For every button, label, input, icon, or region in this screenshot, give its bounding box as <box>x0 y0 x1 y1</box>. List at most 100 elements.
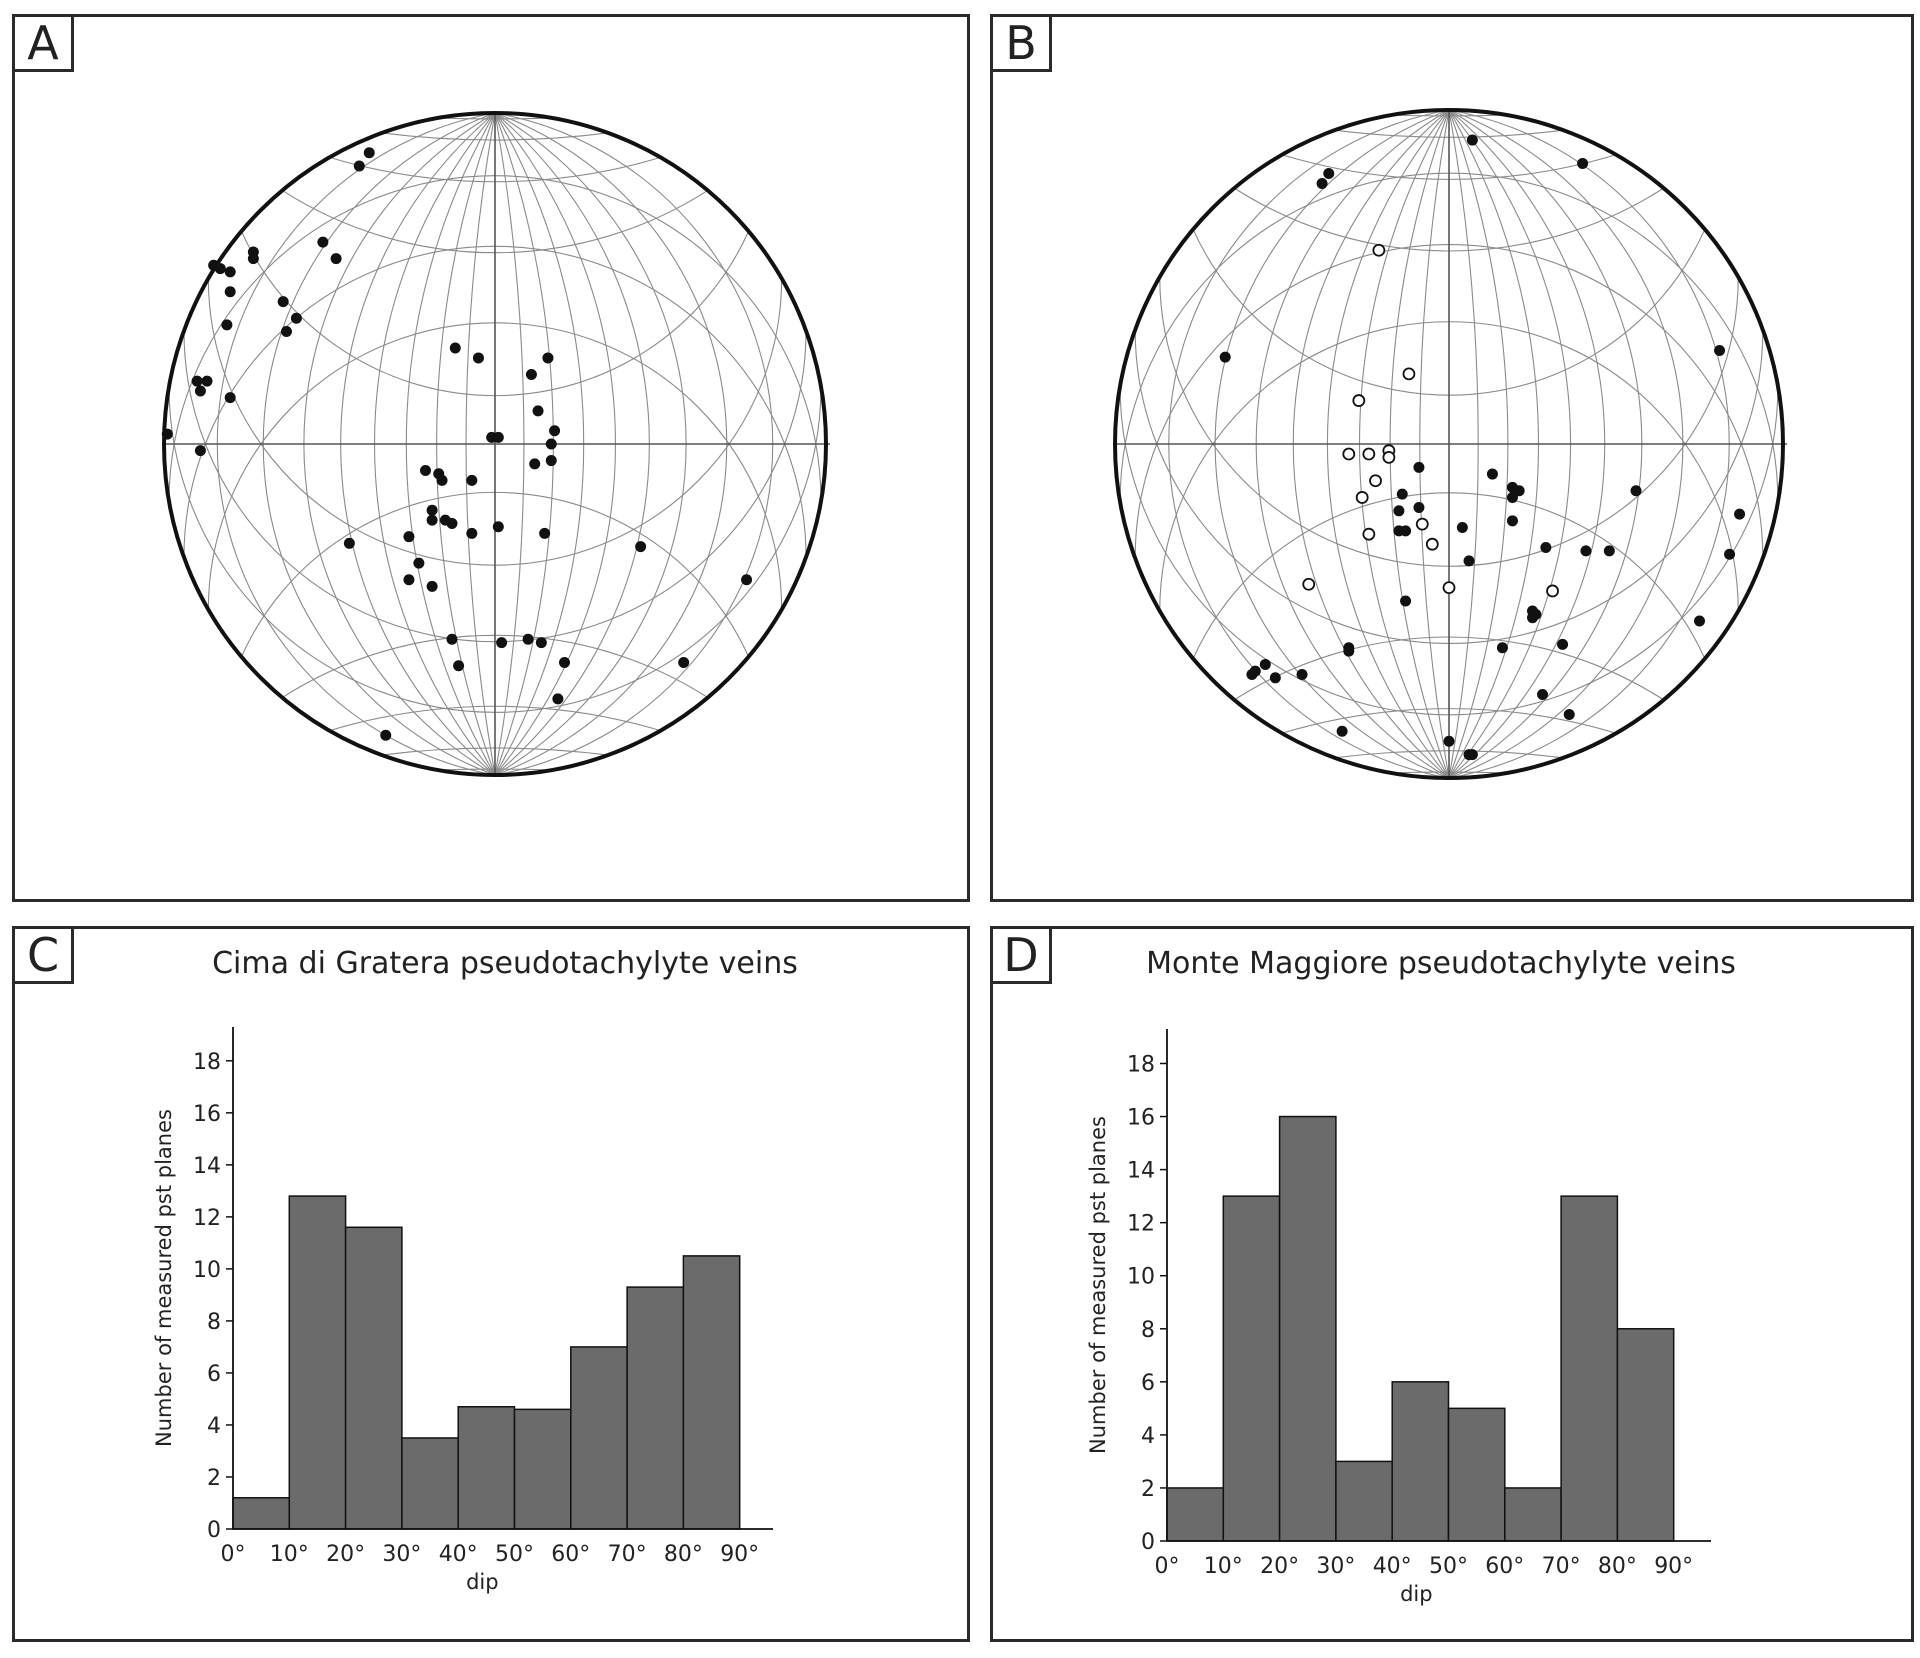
pole-point <box>191 375 203 387</box>
panel-label-c: C <box>12 926 74 984</box>
panel-label-d: D <box>990 926 1052 984</box>
pole-point-open <box>1372 243 1386 257</box>
pole-point <box>1393 505 1405 517</box>
y-tick-label: 18 <box>193 1050 221 1075</box>
pole-point-open <box>1362 447 1376 461</box>
x-tick-label: 80° <box>664 1542 703 1567</box>
histogram-bar <box>1166 1487 1225 1542</box>
pole-point <box>1557 638 1569 650</box>
pole-point-open <box>1546 584 1559 598</box>
stereonet-b-plot <box>1113 108 1787 780</box>
pole-point <box>446 633 458 645</box>
pole-point <box>201 375 213 387</box>
pole-point <box>466 527 478 539</box>
pole-point <box>1537 689 1549 700</box>
x-tick-label: 70° <box>608 1542 647 1567</box>
pole-point <box>1413 461 1425 473</box>
pole-point <box>522 633 534 645</box>
pole-point <box>1269 672 1281 684</box>
pole-point <box>1540 542 1552 554</box>
pole-point <box>1323 167 1335 179</box>
y-tick-label: 8 <box>207 1310 221 1335</box>
histogram-bar <box>232 1497 291 1530</box>
pole-point <box>539 527 551 539</box>
pole-point <box>542 352 554 364</box>
pole-point <box>224 266 236 278</box>
pole-point <box>549 425 561 437</box>
pole-point <box>1296 668 1308 680</box>
pole-point <box>1316 177 1328 189</box>
pole-point <box>221 319 233 331</box>
histogram-d-plot: Monte Maggiore pseudotachylyte veins 0 2 4 6… <box>1086 946 1736 1606</box>
pole-point <box>343 537 355 549</box>
pole-point <box>741 574 753 586</box>
y-tick-label: 4 <box>1141 1424 1155 1449</box>
pole-point <box>453 660 465 672</box>
stereonet-primitive <box>1113 108 1785 780</box>
stereonet-primitive <box>162 111 828 777</box>
pole-point <box>552 693 564 705</box>
pole-point-open <box>1425 537 1439 551</box>
y-tick-label: 2 <box>207 1466 221 1491</box>
x-tick-label: 40° <box>439 1542 478 1567</box>
pole-point <box>1219 351 1231 363</box>
pole-point <box>496 637 508 649</box>
histogram-bar <box>570 1346 628 1530</box>
pole-point <box>1530 608 1542 620</box>
pole-point <box>403 531 415 543</box>
histogram-bar <box>1504 1487 1562 1542</box>
pole-point <box>1724 548 1736 560</box>
pole-point-open <box>1442 581 1456 595</box>
pole-point <box>1400 525 1412 537</box>
pole-point <box>1580 545 1592 557</box>
y-tick-label: 6 <box>207 1362 221 1387</box>
panel-c: Cima di Gratera pseudotachylyte veins 0 2 4… <box>12 926 970 1642</box>
pole-point <box>1466 749 1478 761</box>
pole-point <box>1400 595 1412 607</box>
x-tick-label: 80° <box>1598 1554 1637 1579</box>
pole-point <box>436 474 448 486</box>
pole-point <box>1343 645 1355 657</box>
y-axis-title: Number of measured pst planes <box>1086 1116 1110 1454</box>
pole-point <box>194 385 206 397</box>
pole-point <box>446 517 458 529</box>
pole-point <box>472 352 484 364</box>
pole-point <box>532 405 544 417</box>
histogram-bar <box>1391 1381 1450 1542</box>
pole-point <box>280 325 292 337</box>
y-tick-label: 2 <box>1141 1477 1155 1502</box>
histogram-bar <box>457 1406 516 1530</box>
histogram-bar <box>682 1255 741 1530</box>
pole-point <box>214 263 226 275</box>
pole-point <box>426 580 438 592</box>
y-axis-title: Number of measured pst planes <box>152 1109 176 1447</box>
pole-point <box>353 160 365 172</box>
histogram-c-plot: Cima di Gratera pseudotachylyte veins 0 2 4… <box>152 946 798 1594</box>
pole-point <box>194 445 206 457</box>
histogram-bar <box>1335 1460 1393 1542</box>
pole-point-open <box>1352 394 1366 407</box>
pole-point <box>529 458 541 470</box>
y-tick-label: 10 <box>193 1258 221 1283</box>
pole-point <box>1630 485 1642 497</box>
pole-point <box>466 474 478 486</box>
pole-point <box>363 147 375 159</box>
x-tick-label: 30° <box>1316 1554 1355 1579</box>
pole-point <box>330 253 342 265</box>
pole-point <box>535 637 547 649</box>
y-tick-label: 12 <box>193 1206 221 1231</box>
histogram-bar <box>1447 1407 1506 1542</box>
pole-point <box>559 656 571 668</box>
x-tick-label: 10° <box>1204 1554 1243 1579</box>
pole-point <box>426 504 438 516</box>
x-tick-label: 20° <box>1260 1554 1299 1579</box>
y-tick-label: 12 <box>1127 1212 1155 1237</box>
pole-point <box>419 464 431 476</box>
x-tick-label: 20° <box>326 1542 365 1567</box>
panel-label-a: A <box>12 14 74 72</box>
pole-point <box>1506 515 1518 527</box>
pole-point <box>545 455 557 467</box>
x-tick-label: 60° <box>551 1542 590 1567</box>
panel-b: B <box>990 14 1914 902</box>
pole-point-open <box>1415 517 1429 531</box>
